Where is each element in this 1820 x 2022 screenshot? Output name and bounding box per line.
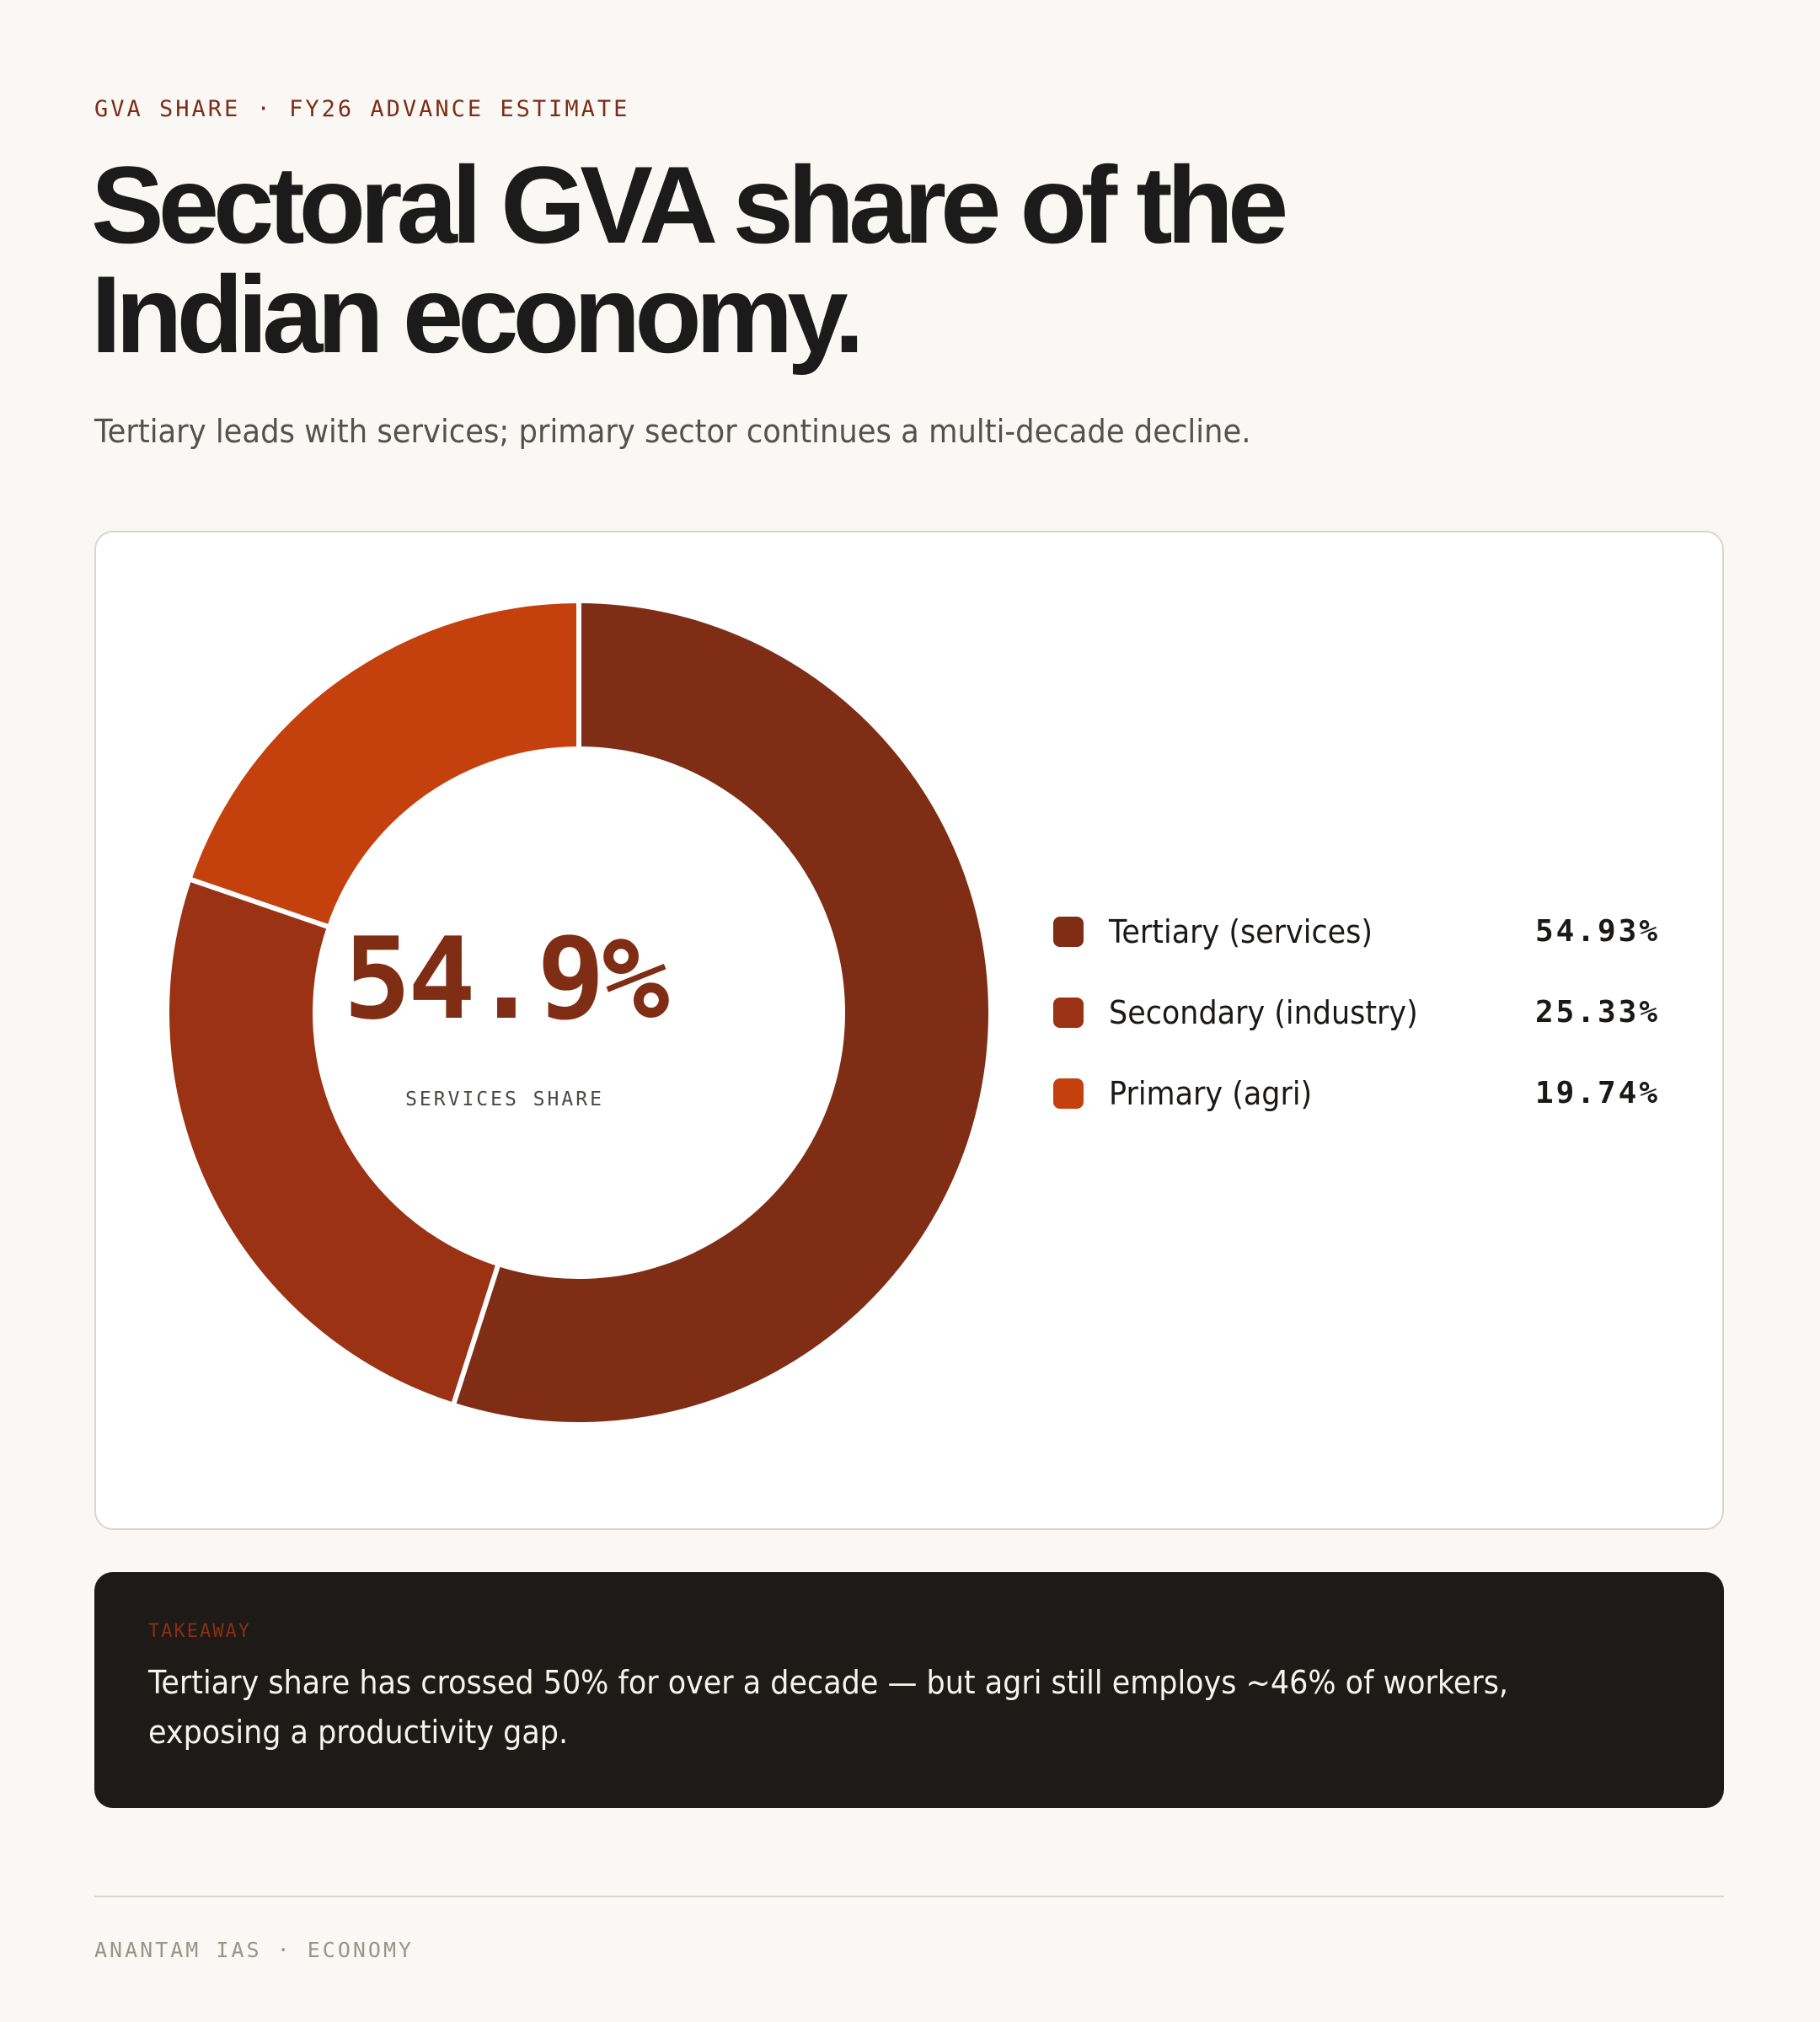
legend-item-2: Primary (agri) 19.74% xyxy=(1053,1063,1660,1144)
donut-slice-0 xyxy=(453,603,989,1422)
donut-slice-2 xyxy=(191,603,579,927)
legend-item-1: Secondary (industry) 25.33% xyxy=(1053,982,1660,1063)
takeaway-panel: TAKEAWAY Tertiary share has crossed 50% … xyxy=(94,1572,1724,1808)
legend-label: Secondary (industry) xyxy=(1109,994,1418,1031)
legend-value: 19.74% xyxy=(1534,1076,1660,1110)
center-caption: SERVICES SHARE xyxy=(405,1089,604,1110)
donut-chart xyxy=(169,602,989,1422)
legend: Tertiary (services) 54.93% Secondary (indu… xyxy=(1053,901,1660,1144)
legend-label: Tertiary (services) xyxy=(1109,913,1373,950)
footer: ANANTAM IAS · ECONOMY xyxy=(94,1938,415,1962)
takeaway-label: TAKEAWAY xyxy=(148,1621,251,1642)
legend-swatch xyxy=(1053,917,1084,947)
legend-value: 54.93% xyxy=(1534,914,1660,949)
slice-separator-2 xyxy=(189,876,329,929)
kicker: GVA SHARE · FY26 ADVANCE ESTIMATE xyxy=(94,96,630,122)
page-subtitle: Tertiary leads with services; primary se… xyxy=(94,413,1251,450)
legend-value: 25.33% xyxy=(1534,995,1660,1030)
legend-swatch xyxy=(1053,998,1084,1028)
page-title: Sectoral GVA share of the Indian economy… xyxy=(91,143,1288,376)
footer-divider xyxy=(94,1896,1724,1897)
chart-card: 54.9% SERVICES SHARE Tertiary (services)… xyxy=(94,531,1724,1530)
slice-separator-1 xyxy=(451,1264,501,1405)
takeaway-text: Tertiary share has crossed 50% for over … xyxy=(148,1664,1509,1751)
legend-swatch xyxy=(1053,1078,1084,1109)
donut-slice-1 xyxy=(169,880,498,1403)
legend-label: Primary (agri) xyxy=(1109,1075,1313,1112)
center-value: 54.9% xyxy=(343,913,669,1045)
legend-item-0: Tertiary (services) 54.93% xyxy=(1053,901,1660,982)
